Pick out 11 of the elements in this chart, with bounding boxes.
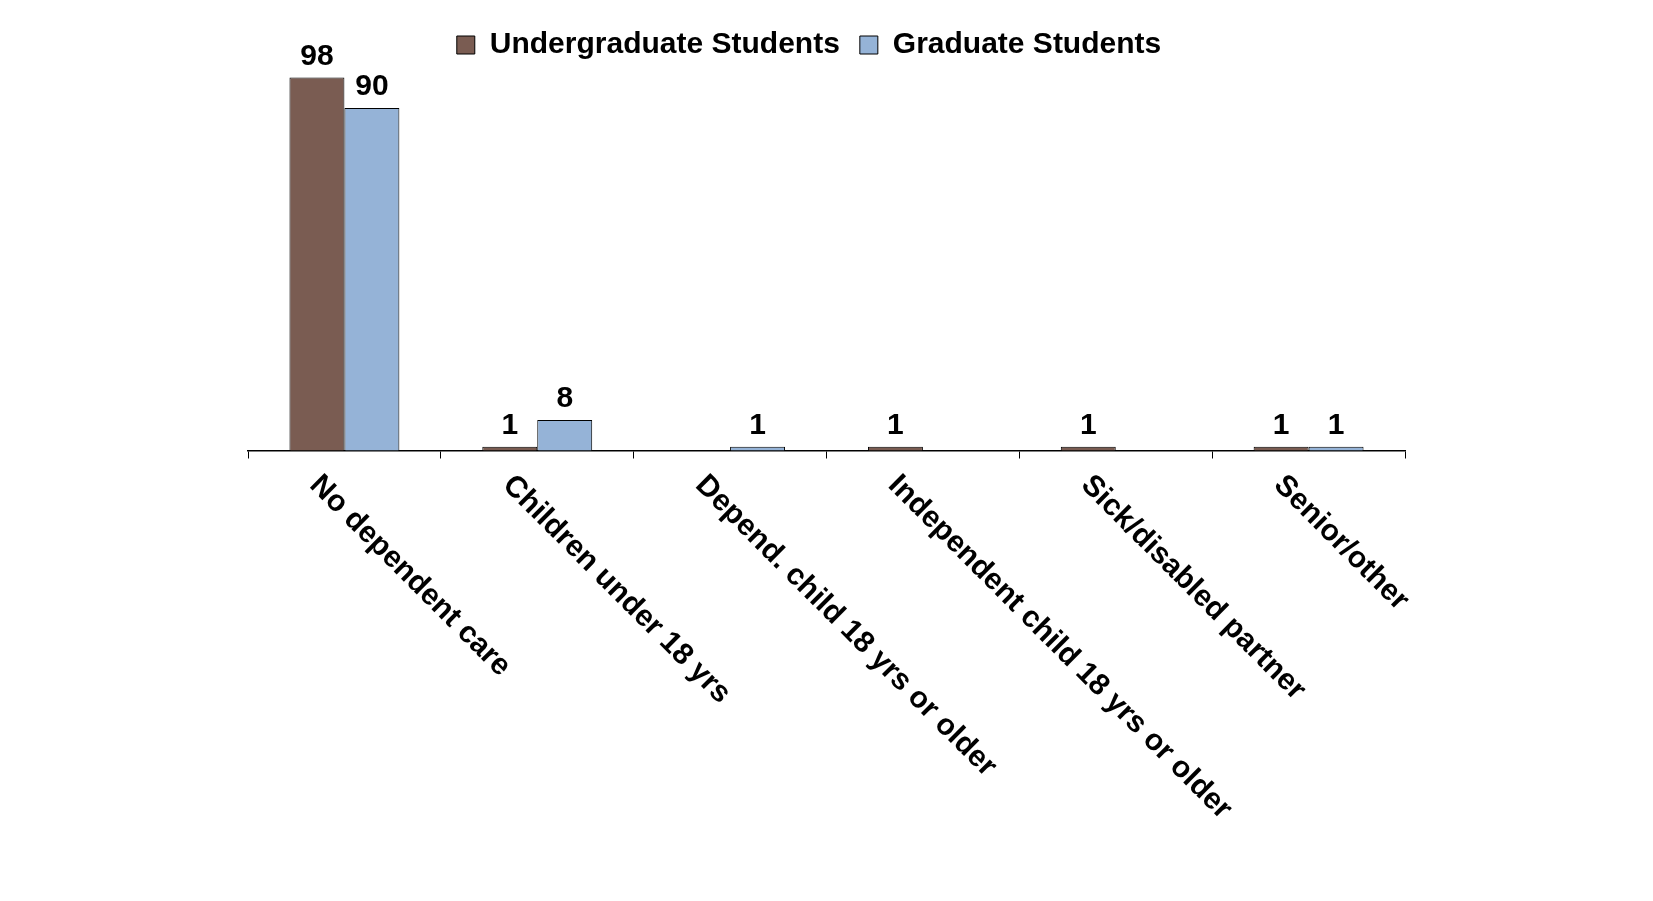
data-label: 98 [300, 37, 334, 71]
data-label: 1 [1079, 406, 1097, 440]
legend-label: Undergraduate Students [489, 26, 840, 60]
data-label: 1 [749, 406, 766, 440]
data-label: 8 [556, 380, 574, 414]
data-label: 1 [887, 406, 904, 440]
data-label: 1 [501, 406, 519, 440]
legend-label: Graduate Students [892, 26, 1162, 60]
data-label: 1 [1327, 406, 1345, 440]
data-label: 1 [1272, 406, 1290, 440]
data-label: 90 [355, 68, 389, 102]
